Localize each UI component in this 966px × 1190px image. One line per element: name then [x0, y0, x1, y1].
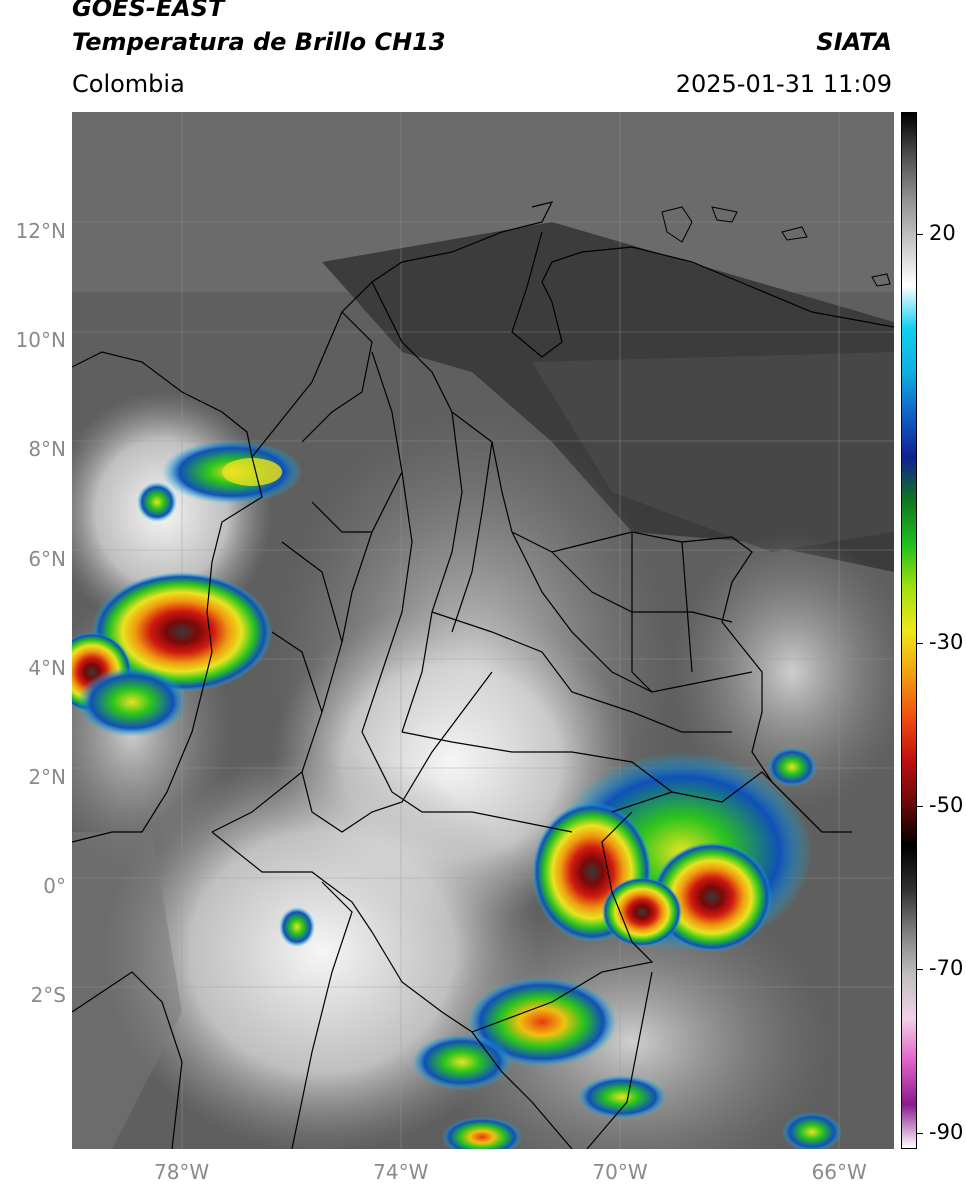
colorbar-tick-label: 20: [929, 221, 956, 246]
product-title: Temperatura de Brillo CH13: [72, 28, 446, 56]
colorbar: [901, 112, 917, 1149]
colorbar-tick: [917, 969, 923, 971]
colorbar-tick: [917, 234, 923, 236]
longitude-label: 66°W: [811, 1160, 867, 1184]
latitude-label: 8°N: [28, 437, 66, 462]
datetime-label: 2025-01-31 11:09: [675, 70, 892, 98]
latitude-label: 12°N: [15, 219, 66, 244]
region-label: Colombia: [72, 70, 185, 98]
satellite-image: [72, 112, 894, 1149]
colorbar-tick-label: -70: [929, 956, 964, 981]
colorbar-tick: [917, 806, 923, 808]
longitude-label: 74°W: [373, 1160, 429, 1184]
convective-cells: [72, 440, 842, 1149]
latitude-label: 2°N: [28, 764, 66, 789]
islands: [661, 206, 891, 287]
boundaries: [72, 201, 894, 1149]
colorbar-tick: [917, 1132, 923, 1134]
colorbar-tick-label: -30: [929, 629, 964, 654]
colorbar-tick-label: -50: [929, 793, 964, 818]
organization-label: SIATA: [816, 28, 892, 56]
satellite-map[interactable]: [72, 112, 894, 1149]
latitude-label: 2°S: [30, 983, 66, 1008]
latitude-label: 6°N: [28, 546, 66, 571]
colorbar-tick-label: -90: [929, 1119, 964, 1144]
longitude-label: 70°W: [592, 1160, 648, 1184]
colorbar-tick: [917, 642, 923, 644]
satellite-title: GOES-EAST: [72, 0, 225, 22]
latitude-label: 4°N: [28, 655, 66, 680]
latitude-label: 0°: [43, 874, 66, 899]
latitude-label: 10°N: [15, 328, 66, 353]
longitude-label: 78°W: [153, 1160, 210, 1184]
